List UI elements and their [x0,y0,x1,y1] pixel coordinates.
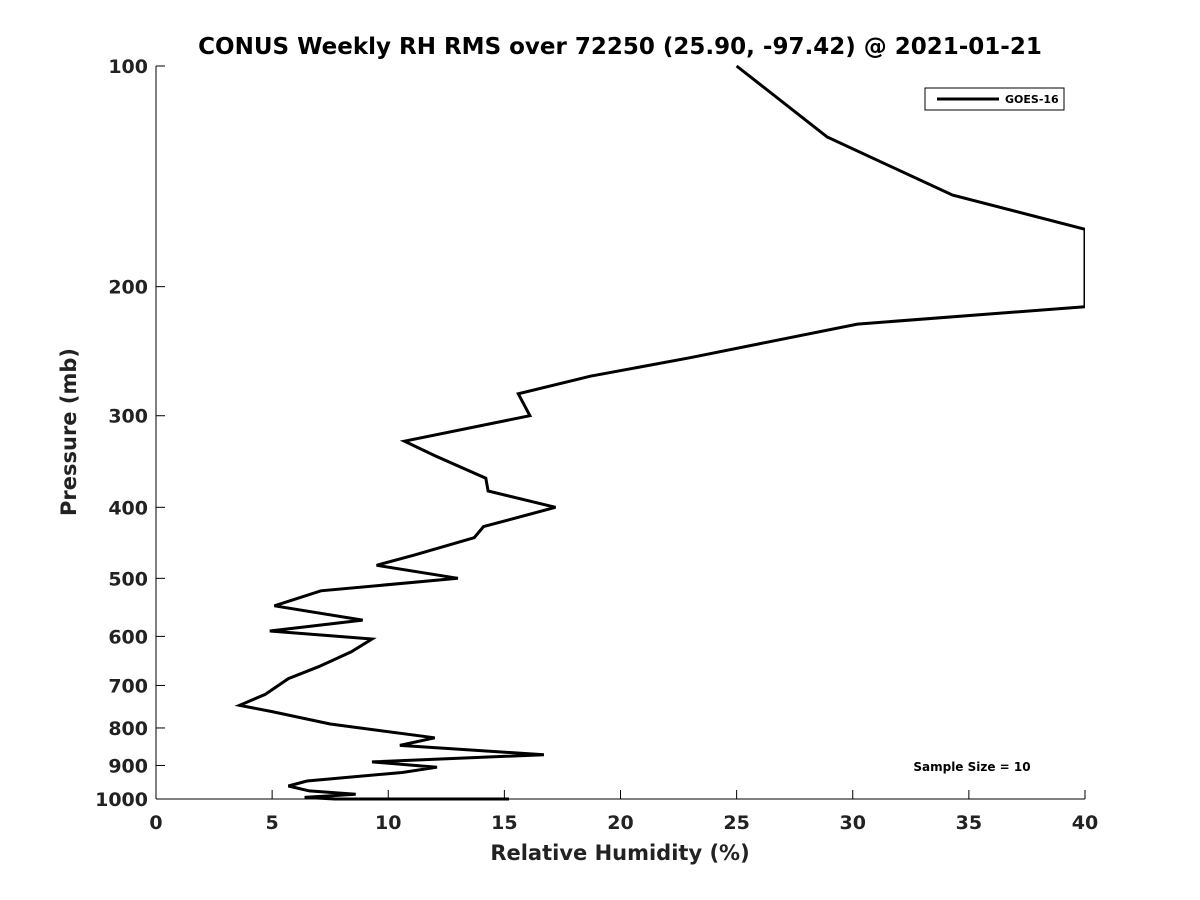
tick-labels: 0 5 10 15 20 25 30 35 40 100 200 300 400 500 600 700 800… [95,56,1098,834]
x-tick-label: 20 [607,812,633,834]
legend-label-goes-16: GOES-16 [1005,93,1059,106]
y-tick-label: 900 [108,755,148,777]
series-lines [234,64,1085,801]
legend: GOES-16 [924,87,1065,111]
y-tick-label: 400 [108,497,148,519]
y-tick-label: 100 [108,56,148,78]
series-line-goes-16 [234,64,1085,801]
y-tick-label: 1000 [95,789,148,811]
x-axis-label: Relative Humidity (%) [490,841,749,865]
chart-title: CONUS Weekly RH RMS over 72250 (25.90, -… [198,34,1042,60]
y-tick-label: 200 [108,277,148,299]
x-tick-label: 0 [149,812,162,834]
x-tick-label: 40 [1072,812,1098,834]
y-tick-label: 600 [108,626,148,648]
y-tick-label: 500 [108,568,148,590]
x-tick-label: 25 [723,812,749,834]
x-tick-label: 5 [266,812,279,834]
x-tick-label: 10 [375,812,401,834]
x-tick-label: 30 [840,812,866,834]
y-tick-label: 300 [108,406,148,428]
x-tick-label: 15 [491,812,517,834]
sample-size-annotation: Sample Size = 10 [913,760,1030,774]
y-axis-label: Pressure (mb) [57,348,81,516]
x-tick-label: 35 [956,812,982,834]
y-tick-label: 700 [108,675,148,697]
axes [155,65,1086,800]
y-tick-label: 800 [108,718,148,740]
